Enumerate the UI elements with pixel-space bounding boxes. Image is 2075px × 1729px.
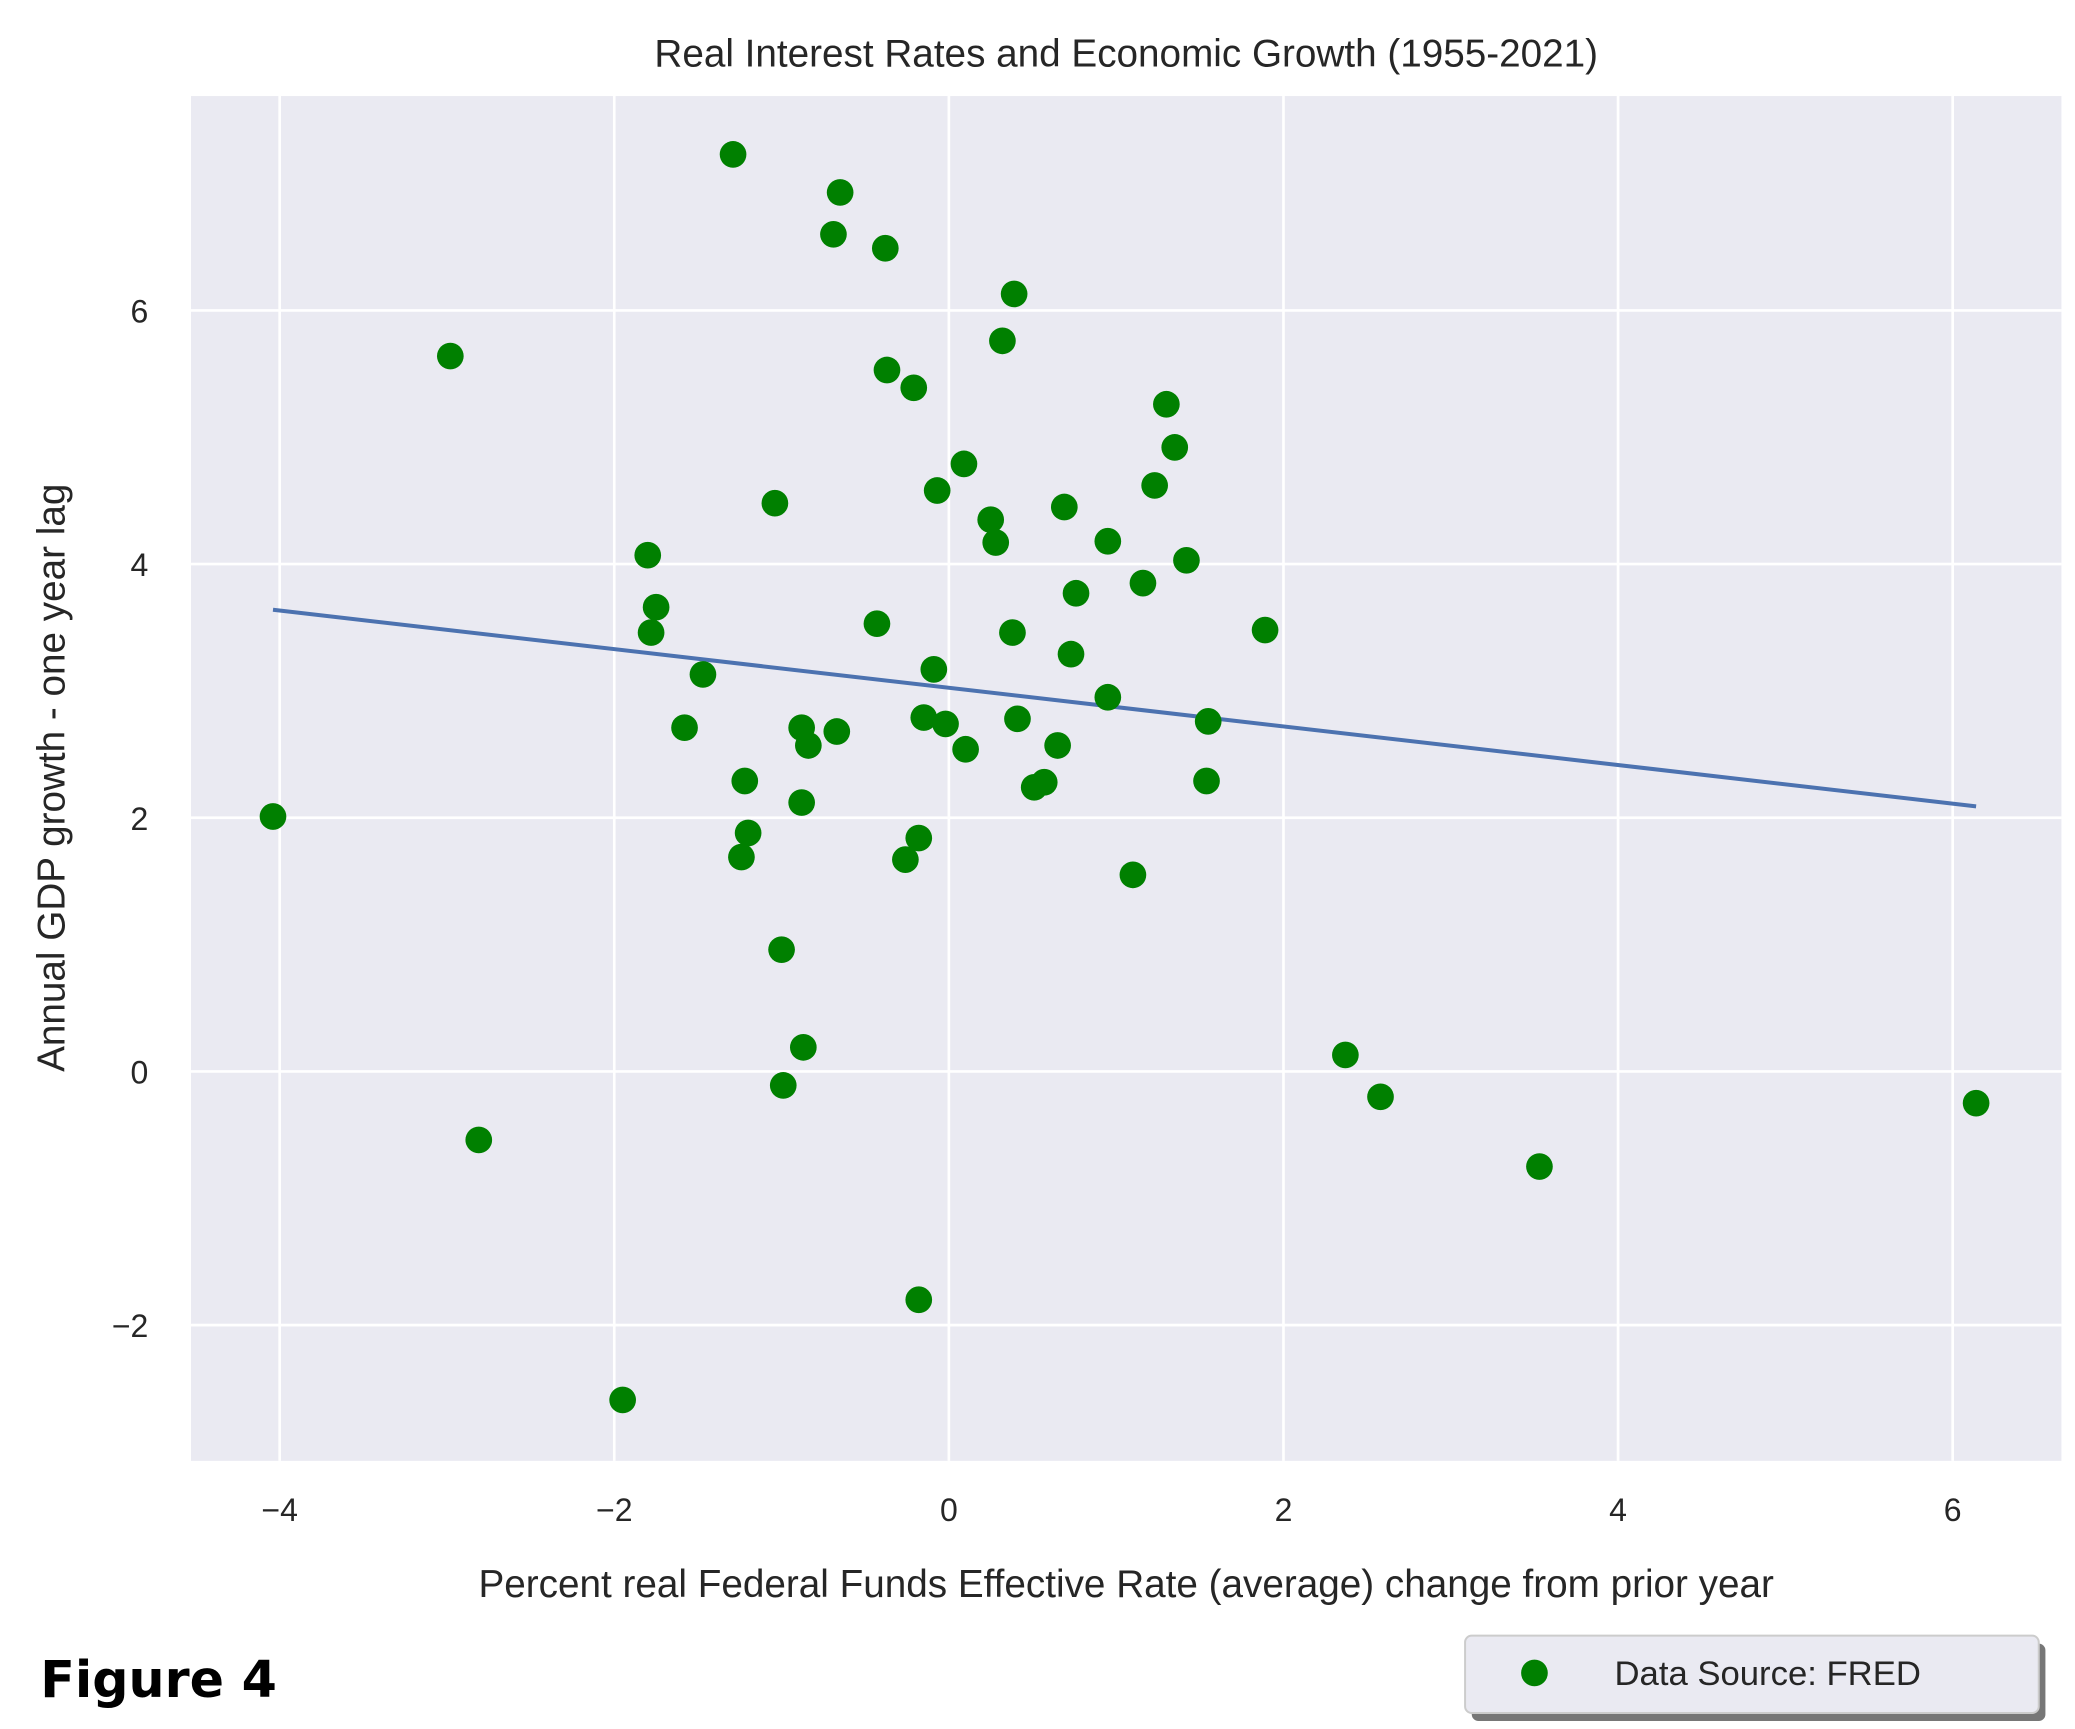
x-axis-label: Percent real Federal Funds Effective Rat… [479, 1563, 1775, 1606]
data-point [728, 843, 755, 871]
data-point [689, 661, 717, 688]
data-point [823, 718, 851, 745]
data-point [820, 220, 847, 248]
data-point [873, 356, 901, 384]
data-point [609, 1386, 636, 1414]
data-point [1119, 861, 1147, 889]
data-point [436, 342, 464, 370]
data-point [642, 593, 670, 621]
data-point [989, 327, 1016, 355]
data-point [999, 619, 1026, 646]
data-point [1050, 493, 1078, 521]
data-point [920, 656, 948, 683]
x-tick-label: 6 [1944, 1492, 1962, 1528]
data-point [465, 1126, 493, 1154]
data-point [863, 610, 891, 638]
data-point [734, 819, 762, 847]
legend-label: Data Source: FRED [1615, 1655, 1921, 1693]
data-point [1153, 390, 1180, 418]
legend-marker [1521, 1659, 1548, 1687]
chart-title: Real Interest Rates and Economic Growth … [654, 33, 1598, 76]
y-tick-label: −2 [112, 1308, 148, 1344]
data-point [1161, 434, 1189, 461]
data-point [769, 1072, 797, 1099]
x-tick-label: 4 [1609, 1492, 1627, 1528]
data-point [982, 529, 1010, 556]
data-point [719, 141, 747, 168]
data-point [1193, 767, 1220, 795]
data-point [634, 541, 662, 569]
data-point [905, 1286, 933, 1314]
data-point [905, 824, 933, 852]
data-point [1057, 640, 1085, 668]
data-point [1194, 708, 1222, 735]
data-point [1004, 705, 1031, 733]
x-tick-label: 2 [1275, 1492, 1293, 1528]
data-point [932, 710, 959, 738]
data-point [1141, 472, 1168, 499]
plot-area [191, 96, 2062, 1461]
data-point [1020, 773, 1048, 801]
x-ticks: −4 −2 0 2 4 6 [261, 1492, 1961, 1528]
x-tick-label: 0 [940, 1492, 958, 1528]
data-point [761, 489, 789, 517]
data-point [977, 506, 1005, 534]
grid [191, 96, 2062, 1461]
data-point [259, 803, 287, 830]
y-ticks: −2 0 2 4 6 [112, 293, 148, 1344]
data-point [950, 450, 978, 478]
data-point [910, 704, 938, 731]
data-point [795, 732, 822, 759]
y-tick-label: 4 [131, 547, 149, 583]
x-tick-label: −4 [261, 1492, 297, 1528]
data-point [789, 1034, 817, 1061]
y-tick-label: 6 [131, 293, 149, 329]
data-point [731, 767, 759, 795]
data-point [892, 846, 919, 873]
data-point [1062, 579, 1090, 607]
y-tick-label: 0 [131, 1054, 149, 1090]
legend: Data Source: FRED [1464, 1634, 2046, 1721]
data-point [1367, 1083, 1394, 1111]
data-point [1962, 1089, 1990, 1117]
trend-line [272, 607, 1977, 809]
data-point [671, 714, 698, 742]
data-point [871, 234, 899, 262]
data-point [900, 374, 928, 402]
figure-label: Figure 4 [40, 1650, 277, 1709]
data-points [259, 141, 1990, 1414]
data-point [1044, 732, 1071, 759]
data-point [768, 936, 795, 964]
y-tick-label: 2 [131, 801, 149, 837]
data-point [637, 619, 665, 646]
data-point [1129, 569, 1157, 597]
data-point [1000, 280, 1028, 308]
data-point [1173, 546, 1200, 574]
data-point [826, 179, 854, 206]
data-point [1094, 683, 1122, 711]
data-point [1251, 616, 1279, 644]
data-point [923, 477, 951, 504]
data-point [1526, 1153, 1553, 1180]
y-axis-label: Annual GDP growth - one year lag [30, 484, 73, 1072]
data-point [952, 735, 979, 763]
data-point [1332, 1041, 1359, 1069]
data-point [788, 789, 815, 816]
x-tick-label: −2 [596, 1492, 632, 1528]
data-point [1094, 527, 1122, 555]
